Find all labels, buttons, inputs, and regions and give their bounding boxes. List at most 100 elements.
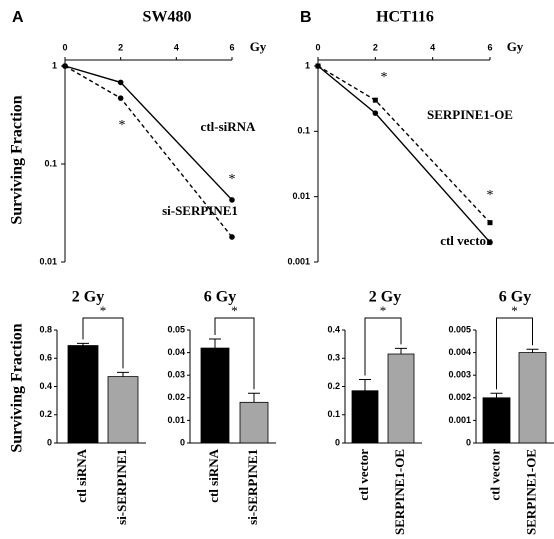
significance: * [511, 303, 518, 318]
data-point [62, 63, 68, 69]
data-point [315, 63, 321, 69]
series-line [317, 65, 491, 224]
error-bar [209, 338, 221, 349]
x-tick-label: si-SERPINE1 [245, 449, 260, 525]
y-tick-label: 0.01 [167, 415, 185, 425]
significance-bracket [364, 317, 402, 376]
y-tick-label: 0.1 [44, 158, 57, 168]
significance: * [229, 172, 236, 187]
y-tick-label: 0.002 [448, 392, 471, 402]
y-tick-label: 0.8 [39, 324, 52, 334]
x-tick-label: ctl siRNA [74, 448, 89, 502]
y-tick-label: 0.001 [448, 415, 471, 425]
y-tick-label: 0 [466, 437, 471, 447]
y-tick-label: 0.004 [448, 347, 471, 357]
x-tick-label: SERPINE1-OE [523, 449, 538, 535]
x-tick-label: 2 [118, 42, 123, 52]
series-label: ctl vector [440, 233, 492, 248]
x-tick-label: 0 [315, 42, 320, 52]
y-tick-label: 1 [52, 60, 57, 70]
y-axis-label: Surviving Fraction [9, 95, 26, 224]
series-label: SERPINE1-OE [427, 107, 513, 122]
bar [482, 397, 511, 444]
x-tick-label: ctl vector [356, 449, 371, 501]
y-tick-label: 0 [180, 437, 185, 447]
y-tick-label: 0.003 [448, 370, 471, 380]
data-point [117, 79, 124, 86]
y-tick-label: 0.1 [327, 409, 340, 419]
chart-title: 6 Gy [204, 289, 236, 306]
bar [518, 352, 547, 444]
chart-title: 2 Gy [72, 289, 104, 306]
y-axis-label: Surviving Fraction [9, 323, 26, 452]
y-tick-label: 0.05 [167, 324, 185, 334]
panel-letter: A [12, 9, 24, 26]
y-tick-label: 0.2 [327, 381, 340, 391]
error-bar [490, 392, 503, 398]
data-point [372, 97, 378, 103]
x-tick-label: 4 [174, 42, 179, 52]
x-tick-label: 6 [229, 42, 234, 52]
bar [351, 390, 379, 444]
y-tick-label: 0.01 [39, 256, 57, 266]
y-tick-label: 0.6 [39, 353, 52, 363]
x-tick-label: 2 [373, 42, 378, 52]
error-bar [526, 348, 539, 353]
chart-title: SW480 [143, 9, 192, 26]
bar [387, 353, 415, 444]
y-tick-label: 0 [47, 437, 52, 447]
data-point [487, 239, 493, 246]
significance: * [231, 303, 238, 318]
y-tick-label: 0.04 [167, 347, 185, 357]
significance: * [100, 303, 107, 318]
x-tick-label: ctl siRNA [206, 448, 221, 502]
bar [67, 345, 99, 444]
y-tick-label: 0.2 [39, 409, 52, 419]
y-tick-label: 0 [335, 437, 340, 447]
data-point [229, 197, 235, 203]
error-bar [77, 342, 89, 346]
error-bar [248, 392, 260, 403]
significance-bracket [214, 317, 255, 390]
x-tick-label: ctl vector [487, 449, 502, 501]
y-tick-label: 0.02 [167, 392, 185, 402]
error-bar [359, 378, 371, 391]
significance-bracket [496, 317, 533, 390]
series-label: si-SERPINE1 [162, 203, 238, 218]
series-line [317, 65, 491, 243]
significance: * [119, 118, 126, 133]
series-label: ctl-siRNA [201, 119, 256, 134]
y-tick-label: 0.1 [297, 126, 310, 136]
x-tick-label: 4 [430, 42, 435, 52]
x-tick-label: si-SERPINE1 [114, 449, 129, 525]
error-bar [395, 347, 407, 355]
significance: * [381, 70, 388, 85]
data-point [487, 220, 493, 226]
y-tick-label: 0.4 [327, 324, 340, 334]
significance: * [380, 303, 387, 318]
x-tick-label: 0 [62, 42, 67, 52]
bar [107, 376, 139, 444]
significance-bracket [82, 317, 124, 369]
data-point [229, 234, 235, 240]
y-tick-label: 1 [305, 60, 310, 70]
data-point [117, 95, 124, 101]
x-axis-label: Gy [250, 39, 267, 54]
bar [239, 401, 269, 444]
data-point [372, 110, 379, 116]
bar [200, 347, 230, 444]
x-tick-label: 6 [487, 42, 492, 52]
error-bar [117, 371, 129, 377]
panel-letter: B [300, 9, 312, 26]
y-tick-label: 0.3 [327, 353, 340, 363]
y-tick-label: 0.001 [287, 256, 310, 266]
y-tick-label: 0.4 [39, 381, 52, 391]
chart-title: 6 Gy [499, 289, 531, 306]
y-tick-label: 0.03 [167, 370, 185, 380]
y-tick-label: 0.01 [292, 191, 310, 201]
chart-title: 2 Gy [369, 289, 401, 306]
x-axis-label: Gy [507, 39, 524, 54]
significance: * [487, 188, 494, 203]
x-tick-label: SERPINE1-OE [392, 449, 407, 535]
